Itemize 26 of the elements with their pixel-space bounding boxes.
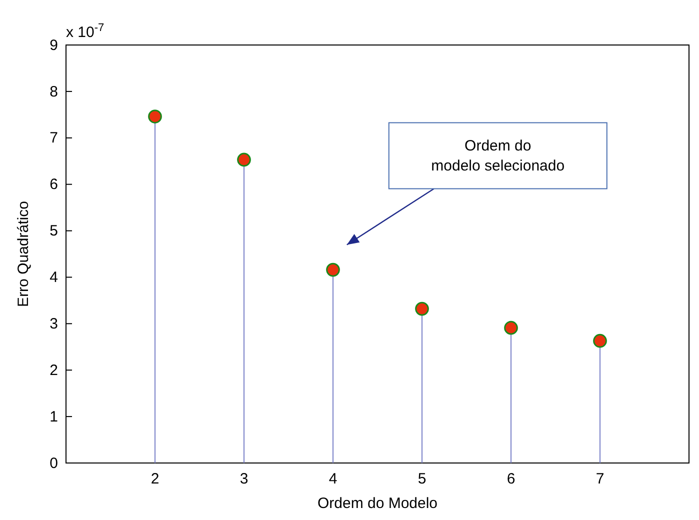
y-tick-label: 8 (50, 83, 58, 100)
y-axis-title: Erro Quadrático (15, 201, 32, 307)
x-tick-label: 6 (506, 470, 516, 488)
point (415, 302, 429, 316)
x-tick-label: 7 (596, 470, 604, 488)
point (326, 262, 340, 277)
point (148, 110, 162, 124)
point (593, 334, 607, 348)
point (237, 152, 251, 167)
point (504, 320, 518, 335)
x-tick-label: 4 (328, 470, 338, 488)
y-tick-label: 0 (50, 454, 58, 472)
y-tick-label: 4 (50, 269, 58, 286)
y-tick-label: 1 (50, 408, 58, 426)
annotation: Ordem do modelo selecionado (431, 138, 565, 175)
x-tick-label: 5 (418, 470, 426, 488)
x-axis-title: Ordem do Modelo (317, 495, 438, 512)
text: x 10$^{-7}$ (66, 22, 104, 41)
y-tick-label: 6 (50, 176, 58, 194)
y-tick-label: 7 (50, 130, 58, 147)
y-tick-label: 3 (50, 315, 58, 332)
x-tick-label: 2 (150, 470, 160, 488)
y-tick-label: 2 (50, 362, 58, 379)
y-tick-label: 5 (50, 222, 58, 240)
y-tick-label: 9 (50, 36, 58, 54)
x-tick-label: 3 (240, 470, 248, 488)
